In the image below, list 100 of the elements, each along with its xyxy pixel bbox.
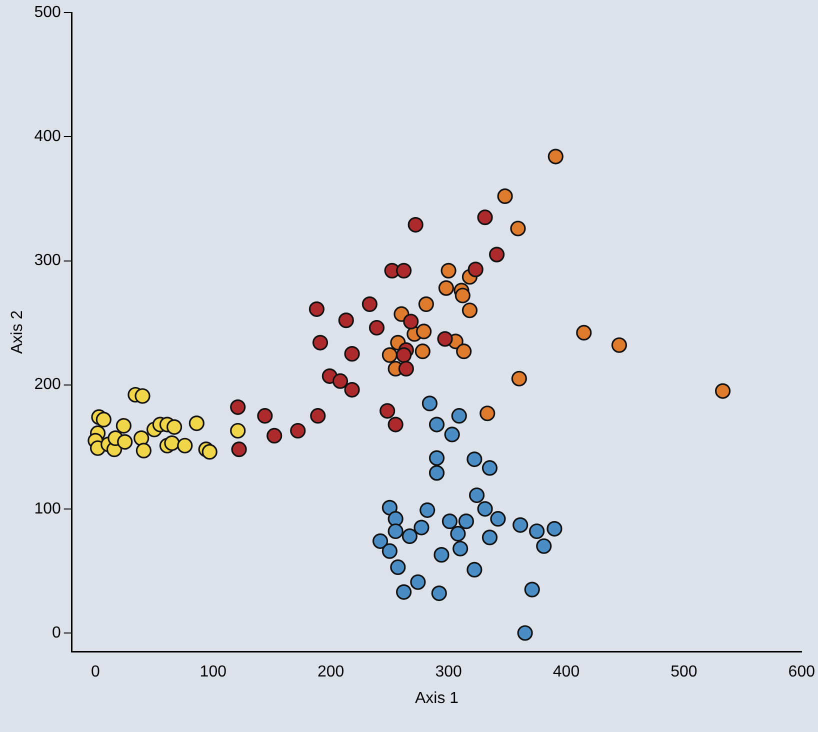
point [468,262,484,278]
point [510,220,526,236]
point [188,415,204,432]
point [414,344,430,360]
point [450,526,466,542]
x-tick-label: 0 [90,664,100,681]
point [422,396,438,412]
point [477,501,493,517]
point [512,517,528,533]
y-tick-label: 500 [34,4,61,22]
point [428,465,445,481]
point [117,434,133,450]
point [517,625,533,641]
point [497,188,513,204]
point [308,301,325,317]
point [524,582,540,598]
y-axis-title: Axis 2 [9,310,26,354]
point [202,444,218,460]
x-tick-label: 300 [435,664,462,681]
point [529,523,545,540]
y-tick-label: 300 [34,252,61,270]
point [402,528,418,544]
point [344,346,360,362]
point [362,296,378,312]
point [438,280,454,296]
point [396,262,412,278]
point [546,520,562,537]
point [456,344,472,360]
point [136,442,152,458]
x-tick-label: 500 [670,664,698,681]
point [440,262,456,278]
point [96,412,112,428]
y-tick-label: 0 [52,624,61,642]
x-axis-title: Axis 1 [414,690,459,707]
point [344,382,360,398]
point [482,530,498,546]
point [368,320,385,336]
point [338,312,354,328]
point [257,408,273,424]
point [310,408,326,424]
point [396,347,412,363]
point [403,314,419,330]
point [489,246,505,262]
y-tick-label: 100 [34,500,61,518]
point [164,435,180,451]
point [388,523,404,540]
point [536,538,552,554]
point [444,426,460,442]
point [428,416,445,432]
x-tick-label: 100 [200,664,227,681]
point [312,334,328,350]
point [490,511,506,527]
point [416,324,432,340]
point [431,585,447,602]
point [382,347,398,363]
point [382,543,398,559]
point [388,511,404,527]
point [420,502,436,518]
point [468,487,485,504]
point [398,360,414,377]
point [390,559,406,576]
x-tick-label: 600 [788,664,816,681]
x-tick-label: 400 [552,664,580,681]
point [477,210,493,226]
point [511,370,527,386]
point [428,450,445,466]
y-tick-label: 400 [34,128,61,146]
point [332,373,348,389]
point [372,533,388,549]
point [380,403,396,419]
point [466,562,482,578]
point [388,416,404,432]
point [462,302,478,318]
point [437,331,453,347]
point [414,520,430,536]
y-tick-label: 200 [34,376,61,394]
point [548,148,564,164]
point [408,216,424,233]
point [266,428,282,444]
point [231,442,247,458]
point [458,514,474,530]
point [451,408,467,424]
point [466,451,482,468]
point [480,406,496,422]
point [230,422,246,439]
point [611,337,628,353]
point [714,383,731,399]
point [116,418,132,434]
x-tick-label: 200 [317,664,344,681]
point [442,514,458,530]
point [452,540,468,556]
point [382,500,398,516]
point [134,430,150,446]
point [410,574,426,590]
point [166,419,182,435]
point [434,547,450,563]
point [290,422,306,439]
point [396,584,412,600]
point [454,288,470,304]
point [230,399,246,415]
